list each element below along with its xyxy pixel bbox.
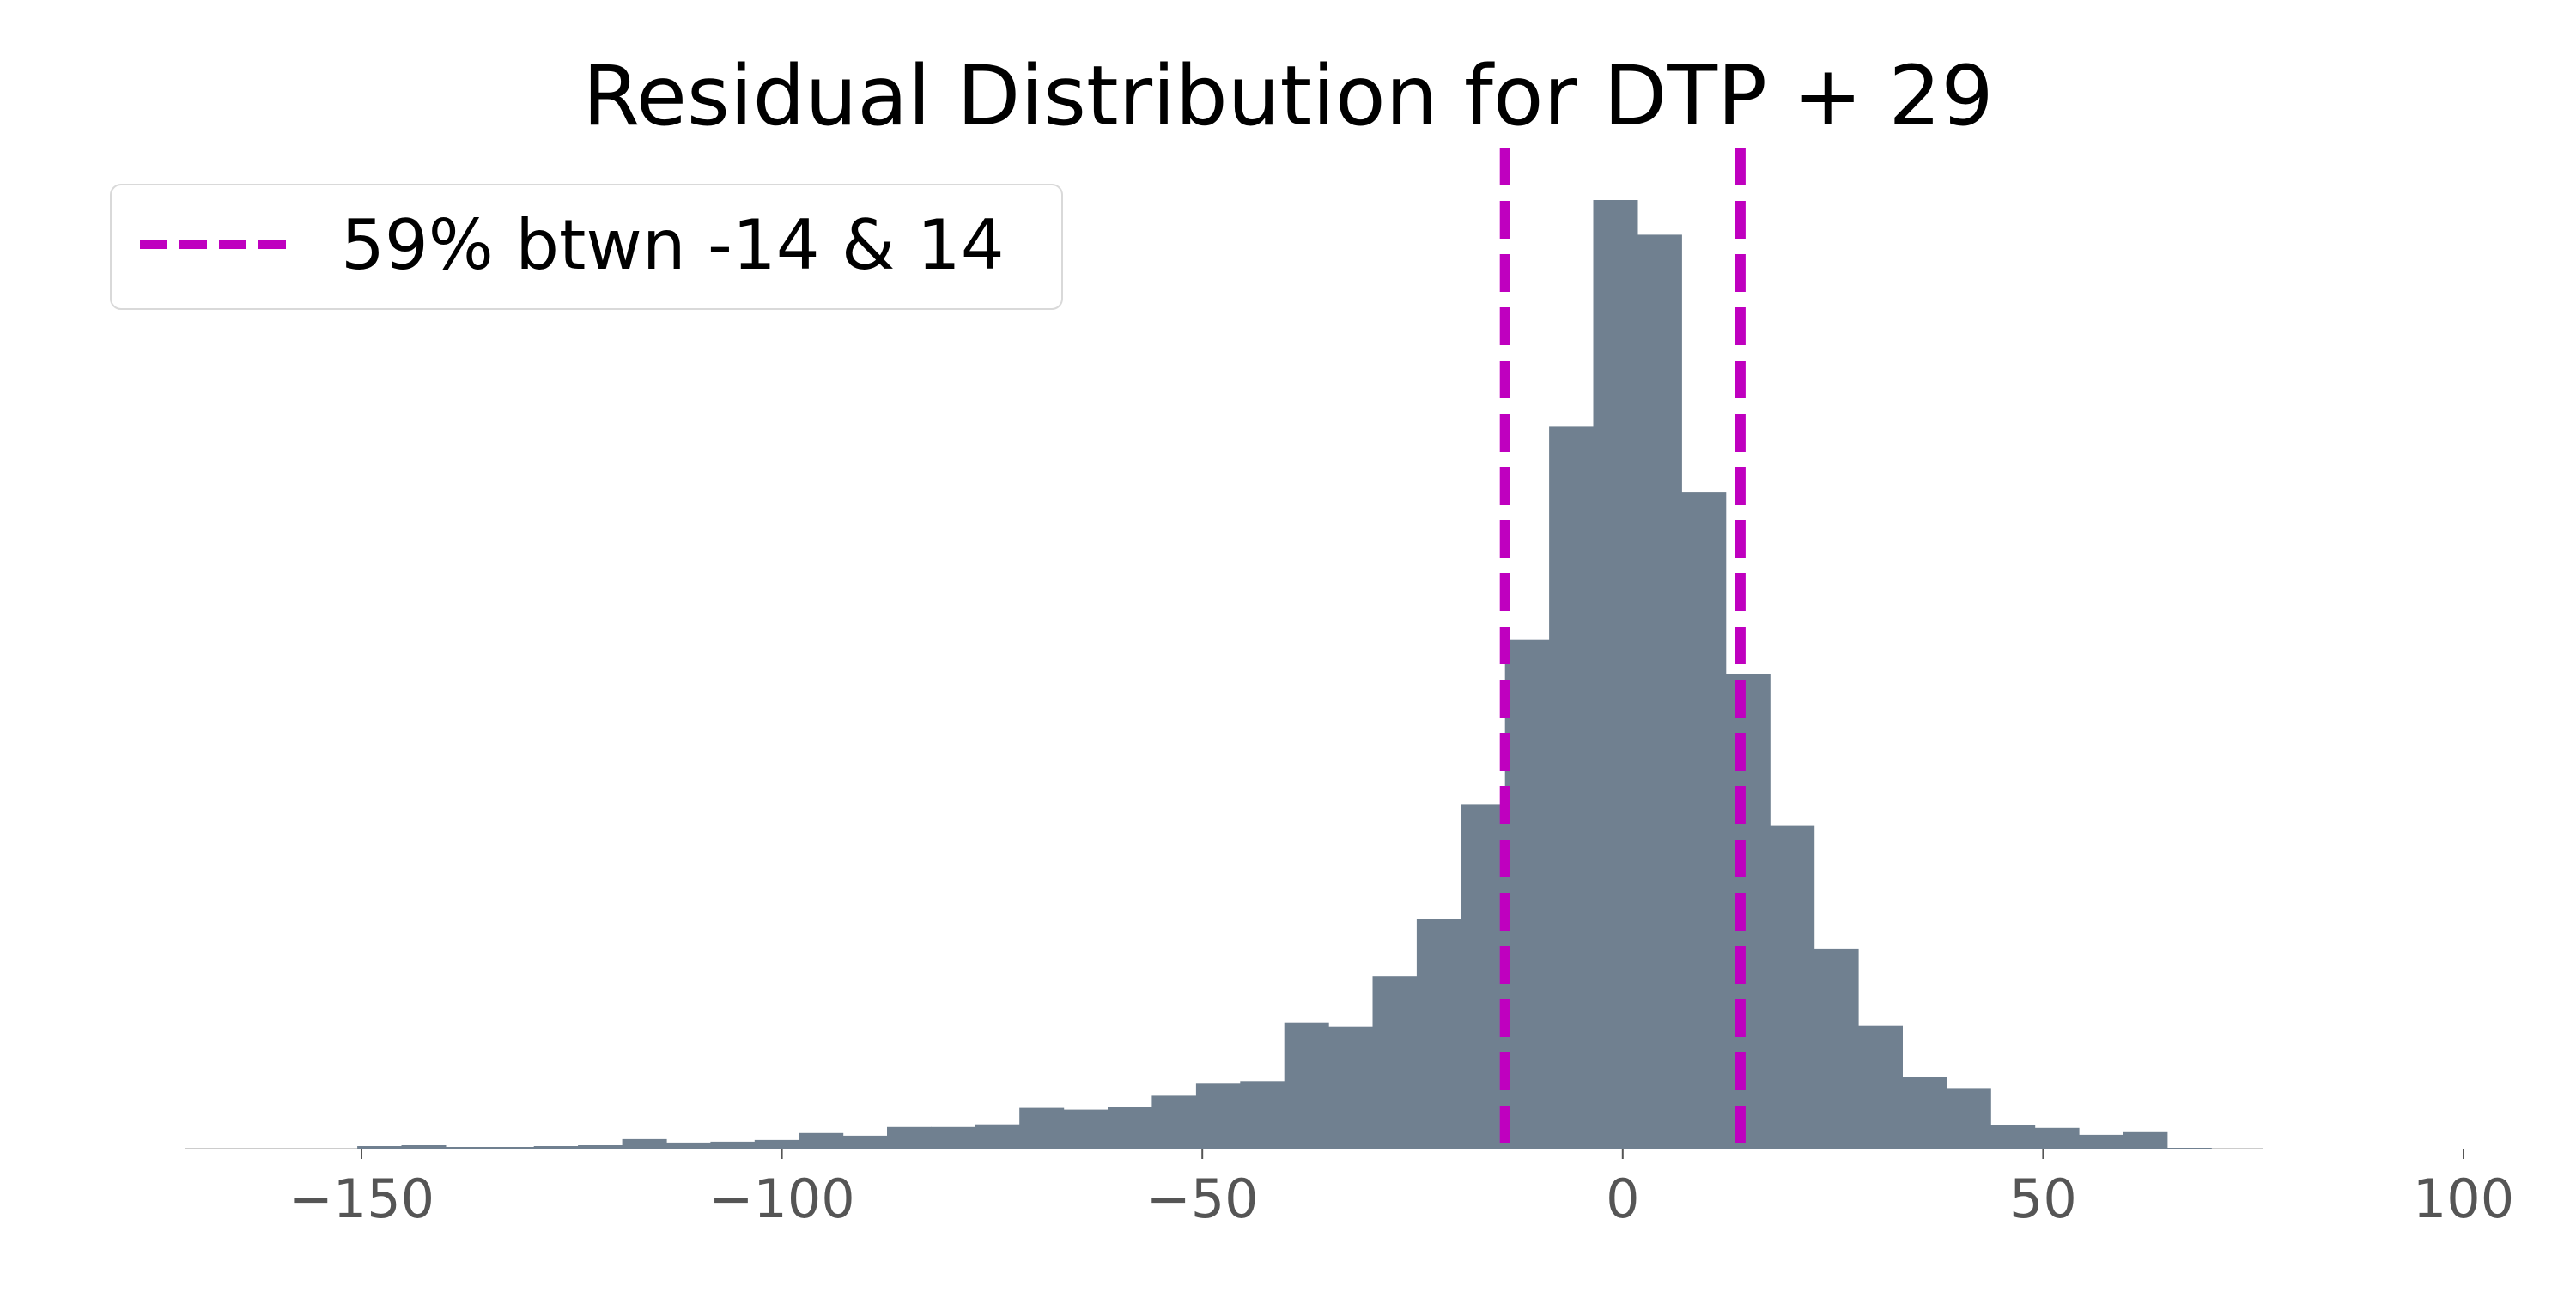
- histogram-bar: [622, 1138, 667, 1149]
- histogram-bar: [754, 1139, 799, 1149]
- histogram-bar: [710, 1141, 756, 1149]
- histogram-bar: [2079, 1134, 2123, 1149]
- histogram-bar: [1284, 1022, 1329, 1149]
- histogram-bar: [357, 1146, 403, 1149]
- histogram-bar: [1637, 234, 1682, 1149]
- histogram-bar: [1593, 200, 1638, 1149]
- histogram-bar: [1902, 1077, 1947, 1149]
- histogram-bar: [1681, 492, 1727, 1149]
- histogram-bar: [533, 1146, 579, 1149]
- histogram-bar: [2123, 1131, 2168, 1149]
- histogram-bar: [1770, 825, 1815, 1149]
- x-tick-label: −50: [1146, 1168, 1259, 1230]
- histogram-bar: [975, 1124, 1020, 1149]
- x-tick-label: 50: [2009, 1168, 2077, 1230]
- legend-label: 59% btwn -14 & 14: [341, 205, 1005, 285]
- histogram-bar: [1195, 1083, 1241, 1149]
- x-tick-label: 0: [1606, 1168, 1639, 1230]
- histogram-bar: [1725, 674, 1771, 1149]
- x-tick-label: 100: [2413, 1168, 2514, 1230]
- histogram-bar: [842, 1135, 888, 1149]
- histogram-bar: [1990, 1125, 2036, 1149]
- histogram-bar: [1416, 919, 1461, 1149]
- histogram-bar: [666, 1142, 711, 1149]
- histogram-bar: [1063, 1109, 1109, 1149]
- histogram-bar: [2166, 1148, 2212, 1149]
- histogram-bar: [1814, 948, 1859, 1149]
- x-tick-label: −100: [708, 1168, 854, 1230]
- histogram-bar: [1108, 1107, 1152, 1149]
- legend-box: [110, 184, 1063, 310]
- histogram-bar: [1549, 426, 1595, 1149]
- histogram-bar: [1019, 1107, 1065, 1149]
- histogram-bar: [1504, 639, 1550, 1149]
- histogram-bar: [1372, 976, 1418, 1149]
- histogram-bar: [887, 1126, 932, 1149]
- x-axis-ticks: −150 −100 −50 0 50 100: [289, 1149, 2514, 1230]
- histogram-bar: [401, 1145, 447, 1149]
- histogram-bar: [799, 1132, 844, 1149]
- legend: 59% btwn -14 & 14: [110, 184, 1063, 310]
- histogram-bar: [1858, 1025, 1903, 1149]
- histogram-bar: [1461, 804, 1506, 1149]
- histogram-bars: [357, 200, 2212, 1149]
- histogram-bar: [1240, 1081, 1285, 1149]
- histogram-bar: [931, 1126, 976, 1149]
- histogram-bar: [2034, 1127, 2080, 1149]
- reference-lines: [1499, 148, 1746, 1149]
- histogram-bar: [1328, 1026, 1374, 1149]
- chart-title: Residual Distribution for DTP + 29: [582, 48, 1993, 144]
- histogram-bar: [445, 1147, 490, 1149]
- x-tick-label: −150: [289, 1168, 434, 1230]
- histogram-bar: [578, 1145, 623, 1149]
- histogram-bar: [489, 1147, 535, 1149]
- histogram-bar: [1151, 1095, 1197, 1149]
- histogram-bar: [1946, 1088, 1991, 1149]
